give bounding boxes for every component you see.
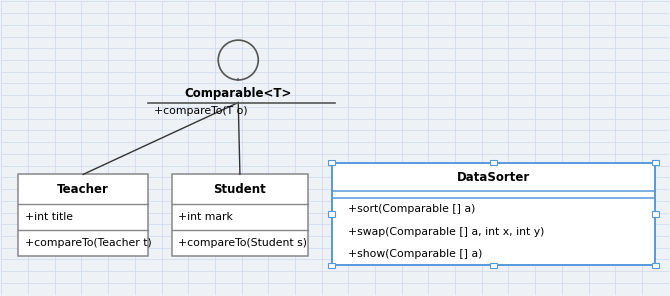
Text: +sort(Comparable [] a): +sort(Comparable [] a) <box>348 204 476 214</box>
Bar <box>332 163 655 265</box>
Bar <box>172 174 308 257</box>
Text: +compareTo(T o): +compareTo(T o) <box>153 106 247 116</box>
Text: +compareTo(Student s): +compareTo(Student s) <box>178 238 308 248</box>
Bar <box>490 160 496 165</box>
Bar <box>652 211 659 217</box>
Text: Student: Student <box>214 183 266 196</box>
Bar <box>490 263 496 268</box>
Text: +compareTo(Teacher t): +compareTo(Teacher t) <box>25 238 151 248</box>
Text: +int mark: +int mark <box>178 212 233 222</box>
Text: +swap(Comparable [] a, int x, int y): +swap(Comparable [] a, int x, int y) <box>348 226 545 237</box>
Bar <box>328 160 335 165</box>
Text: DataSorter: DataSorter <box>457 170 530 184</box>
Bar <box>652 263 659 268</box>
Bar <box>328 263 335 268</box>
Text: Comparable<T>: Comparable<T> <box>184 87 292 100</box>
Text: +int title: +int title <box>25 212 73 222</box>
Bar <box>18 174 148 257</box>
Text: +show(Comparable [] a): +show(Comparable [] a) <box>348 249 482 259</box>
Bar <box>652 160 659 165</box>
Text: Teacher: Teacher <box>57 183 109 196</box>
Bar <box>328 211 335 217</box>
